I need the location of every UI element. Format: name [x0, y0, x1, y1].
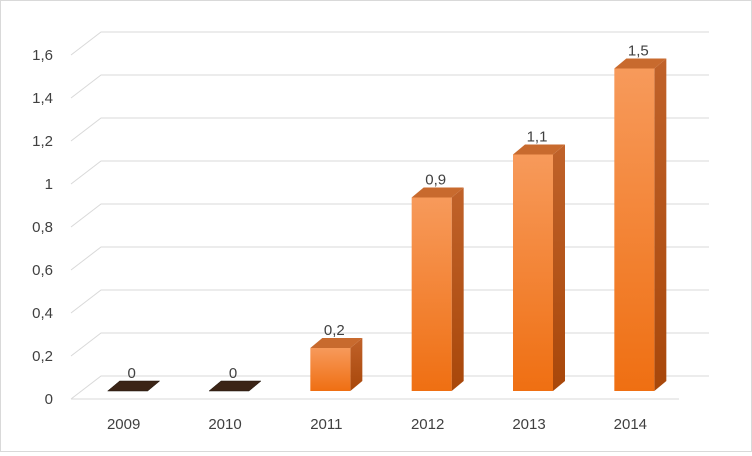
y-tick-label: 0,6 [32, 262, 53, 279]
data-label: 0,2 [324, 322, 345, 339]
gridline [70, 31, 709, 56]
gridline [70, 160, 709, 185]
data-label: 0 [229, 365, 237, 382]
gridline [70, 74, 709, 99]
x-tick-label: 2010 [208, 416, 241, 433]
gridline [70, 203, 709, 228]
bar [310, 338, 363, 391]
bar-top [310, 338, 363, 348]
y-axis-ticks: 0 0,2 0,4 0,6 0,8 1 1,2 1,4 1,6 [32, 47, 53, 408]
bar-top [614, 58, 667, 69]
bar [106, 380, 161, 392]
bar [614, 58, 667, 391]
bars [106, 58, 667, 392]
bar-side [451, 187, 464, 391]
gridline [70, 375, 709, 400]
x-tick-label: 2013 [512, 416, 545, 433]
bar [513, 144, 565, 391]
bar [411, 187, 464, 391]
gridline [70, 289, 709, 314]
bar-front [614, 68, 655, 391]
bar-side [350, 338, 363, 391]
x-tick-label: 2014 [614, 416, 647, 433]
data-label: 1,5 [628, 43, 649, 60]
data-labels: 0 0 0,2 0,9 1,1 1,5 [127, 43, 648, 383]
x-tick-label: 2011 [310, 416, 342, 433]
bar-side [654, 58, 667, 391]
gridline [70, 246, 709, 271]
bar-front [513, 154, 553, 391]
bar-top [513, 144, 565, 155]
y-tick-label: 1,2 [32, 133, 53, 150]
bar-top [411, 187, 464, 198]
bar-top [106, 380, 161, 392]
y-tick-label: 0,4 [32, 305, 53, 322]
gridline [70, 332, 709, 357]
y-tick-label: 0,8 [32, 219, 53, 236]
y-tick-label: 0 [45, 391, 53, 408]
bar [208, 380, 262, 392]
data-label: 0,9 [425, 172, 446, 189]
x-tick-label: 2009 [107, 416, 140, 433]
y-tick-label: 0,2 [32, 348, 53, 365]
y-tick-label: 1,6 [32, 47, 53, 64]
x-tick-label: 2012 [411, 416, 444, 433]
data-label: 1,1 [527, 129, 548, 146]
y-tick-label: 1 [45, 176, 53, 193]
y-tick-label: 1,4 [32, 90, 53, 107]
x-axis-ticks: 2009 2010 2011 2012 2013 2014 [107, 416, 647, 433]
data-label: 0 [127, 365, 135, 382]
bar-front [411, 197, 452, 391]
bar-front [310, 348, 351, 391]
gridline [70, 117, 709, 142]
gridlines [70, 31, 709, 400]
bar-top [208, 380, 262, 392]
bar-side [553, 144, 565, 391]
